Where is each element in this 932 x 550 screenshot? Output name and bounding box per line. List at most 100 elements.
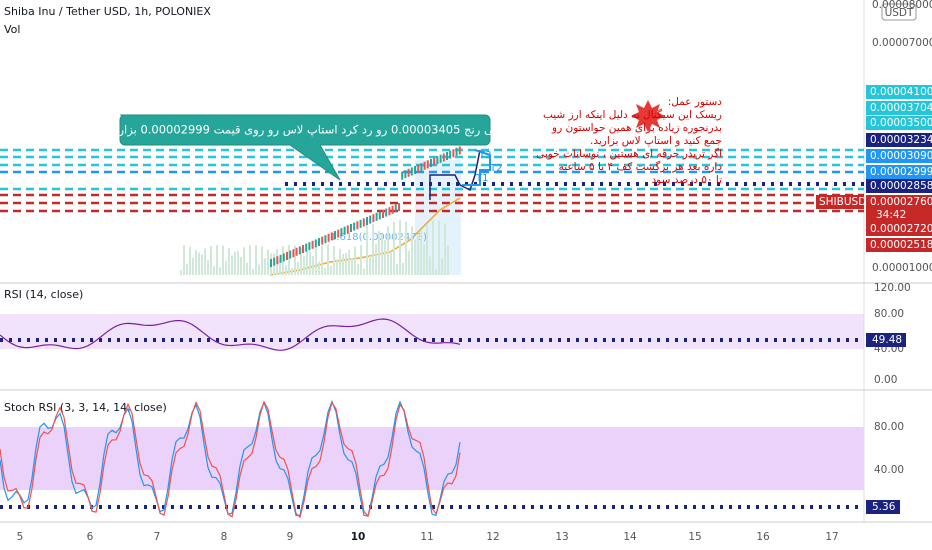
candle: [442, 153, 445, 162]
volume-bar: [288, 245, 290, 275]
volume-bar: [297, 261, 299, 275]
volume-bar: [372, 224, 374, 275]
price-tag: [866, 101, 932, 115]
price-tag-label: 0.00002720: [870, 223, 932, 235]
time-label: 5: [17, 531, 24, 543]
volume-bar: [189, 246, 191, 275]
volume-bar: [291, 268, 293, 275]
volume-bar: [258, 264, 260, 275]
volume-bar: [231, 255, 233, 275]
volume-bar: [324, 267, 326, 275]
volume-bar: [255, 245, 257, 275]
candle: [337, 229, 340, 238]
currency[interactable]: USDT: [885, 7, 914, 19]
candle: [423, 161, 426, 170]
volume-bar: [330, 265, 332, 275]
candle: [318, 238, 320, 246]
stoch-tag: [866, 500, 900, 514]
volume-bar: [354, 246, 356, 275]
price-tag-label: 0.00003090: [870, 150, 932, 162]
rsi-band: [0, 314, 864, 349]
volume-bar: [267, 249, 269, 275]
volume-bar: [348, 249, 350, 275]
candle: [292, 249, 295, 258]
candle: [410, 167, 413, 176]
levels: [0, 148, 864, 213]
time-label: 6: [87, 531, 94, 543]
oscillator-line: [0, 399, 461, 517]
price-tag: [866, 85, 932, 99]
currency-button[interactable]: [881, 3, 917, 21]
volume-bar: [333, 246, 335, 275]
volume-bar: [294, 245, 296, 275]
volume-bar: [240, 256, 242, 275]
candle: [407, 168, 410, 177]
candle: [452, 149, 455, 158]
rsi-axis-label: 80.00: [874, 308, 904, 320]
volume-bar: [192, 257, 194, 275]
price-tag: [866, 133, 932, 147]
volume-bar: [237, 250, 239, 275]
volume-bar: [393, 221, 395, 275]
volume-bar: [405, 221, 407, 275]
candle: [401, 171, 404, 180]
volume-bar: [363, 268, 365, 275]
price-tag-label: 0.00003704: [870, 102, 932, 114]
candle: [340, 228, 343, 237]
volume-bar: [426, 223, 428, 275]
price-tag: [866, 238, 932, 252]
candle: [346, 225, 349, 234]
volume-bar: [315, 247, 317, 275]
volume-bar: [246, 262, 248, 275]
volume-bar: [183, 245, 185, 275]
candle: [295, 247, 298, 256]
volume-bar: [444, 223, 446, 275]
volume-bar: [285, 265, 287, 275]
volume-bar: [417, 234, 419, 275]
note-line: داره بعد هر برگشت کف ۴ یا ۵ ساعته: [559, 160, 723, 173]
callout-text: . وقتی رنج 0.00003405 رو رد کرد استاپ لا…: [102, 123, 508, 138]
volume-bar: [339, 248, 341, 275]
candle: [270, 259, 272, 267]
volume-bar: [213, 266, 215, 275]
time-label: 7: [154, 531, 161, 543]
volume-bar: [204, 248, 206, 275]
price-tag-label: 0.00004100: [870, 86, 932, 98]
candle: [414, 166, 416, 174]
volume-bar: [369, 255, 371, 275]
time-label: 14: [623, 531, 637, 543]
price-tag: [866, 165, 932, 179]
volume-bar: [300, 247, 302, 275]
candle: [321, 236, 324, 245]
price-tag: [866, 222, 932, 236]
pattern-line: [429, 149, 481, 200]
volume-bar: [390, 251, 392, 275]
volume-bar: [360, 245, 362, 275]
time-label: 16: [756, 531, 770, 543]
rsi-axis-label: 120.00: [874, 282, 911, 294]
candle: [314, 239, 317, 248]
volume-bar: [429, 256, 431, 275]
symbol-price: 0.00002760: [870, 196, 932, 208]
oscillator-line: [0, 400, 461, 519]
target-label: T3: [478, 150, 491, 161]
candle: [391, 205, 394, 214]
price-tag-label: 0.00002999: [870, 166, 932, 178]
countdown: 34:42: [876, 209, 906, 221]
volume-bar: [438, 220, 440, 275]
candle: [404, 170, 407, 179]
volume-bar: [243, 247, 245, 275]
price-tag: [866, 149, 932, 163]
candle: [282, 253, 285, 262]
candle: [458, 146, 461, 155]
volume-bar: [249, 245, 251, 275]
symbol-title: Shiba Inu / Tether USD, 1h, POLONIEX: [4, 5, 211, 18]
time-label: 13: [555, 531, 568, 543]
candle: [298, 246, 301, 255]
volume-bar: [336, 259, 338, 275]
volume-label: Vol: [4, 23, 20, 36]
candle: [327, 233, 330, 242]
time-label: 12: [486, 531, 499, 543]
volume-bar: [432, 220, 434, 275]
